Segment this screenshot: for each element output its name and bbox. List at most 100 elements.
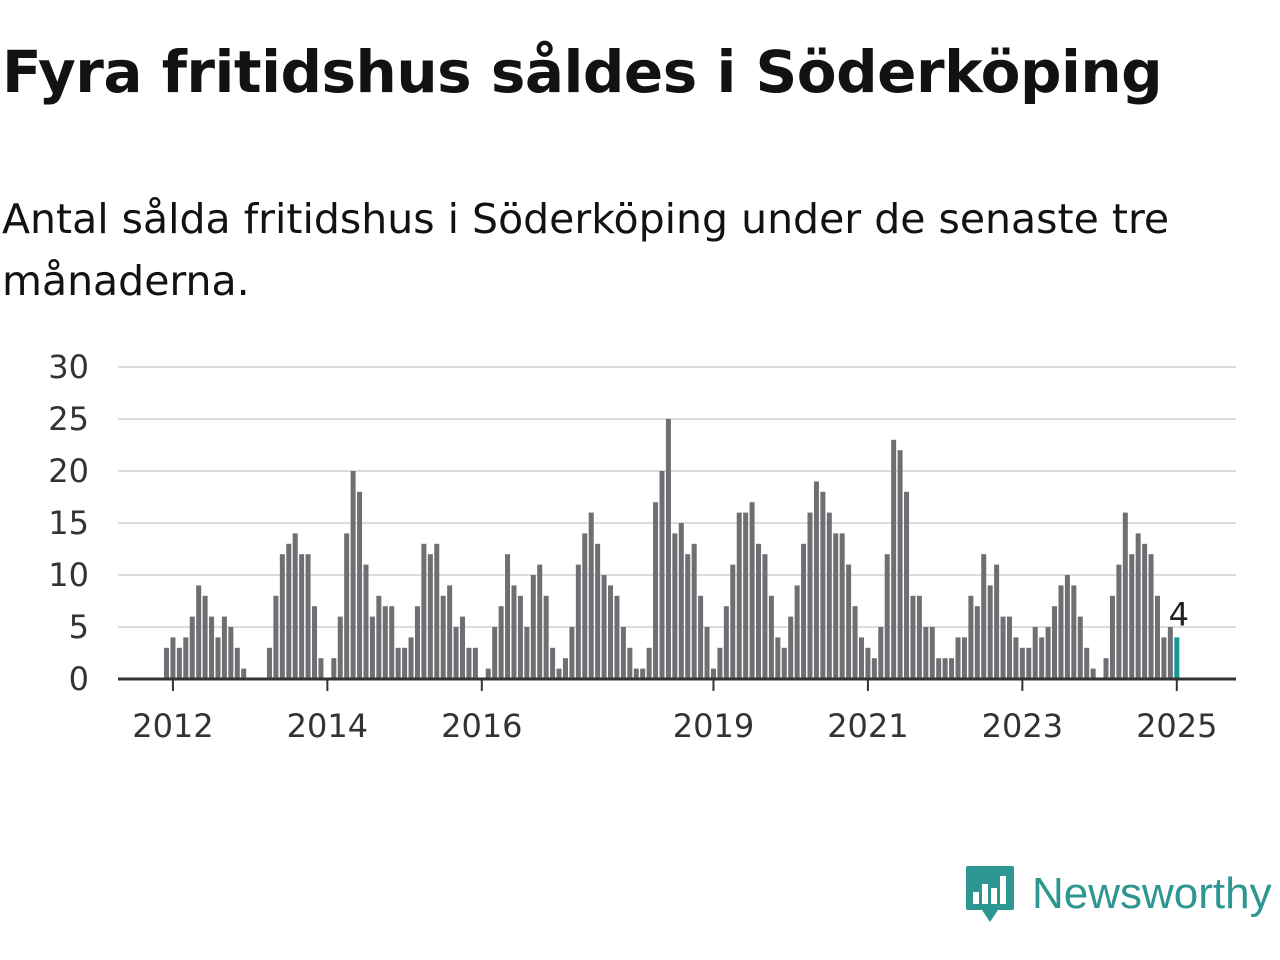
bar [234, 647, 240, 679]
y-tick-label: 25 [48, 400, 89, 438]
bar [910, 595, 916, 679]
bar [1064, 575, 1070, 679]
bar [556, 668, 562, 679]
bar [241, 668, 247, 679]
bar [743, 512, 749, 679]
bar [608, 585, 614, 679]
bar [434, 543, 440, 679]
bar [170, 637, 176, 679]
bar [350, 471, 356, 679]
newsworthy-logo-text: Newsworthy [1032, 869, 1272, 918]
bar [1129, 554, 1135, 679]
x-tick-label: 2019 [673, 707, 754, 745]
bar [1026, 647, 1032, 679]
bar [202, 595, 208, 679]
y-tick-label: 0 [69, 660, 89, 698]
bar [691, 543, 697, 679]
x-tick-label: 2016 [441, 707, 522, 745]
bar [794, 585, 800, 679]
bar [865, 647, 871, 679]
newsworthy-logo: Newsworthy [964, 864, 1272, 924]
bar [717, 647, 723, 679]
bar [389, 606, 395, 679]
bar [704, 627, 710, 679]
bar [833, 533, 839, 679]
bar [781, 647, 787, 679]
bar [530, 575, 536, 679]
bar [601, 575, 607, 679]
x-tick-label: 2023 [982, 707, 1063, 745]
y-tick-label: 15 [48, 504, 89, 542]
bar [517, 595, 523, 679]
bar [492, 627, 498, 679]
bar [949, 658, 955, 679]
bar [209, 616, 215, 679]
bar [176, 647, 182, 679]
bar [730, 564, 736, 679]
bar [723, 606, 729, 679]
bar [273, 595, 279, 679]
bar [286, 543, 292, 679]
newsworthy-logo-icon [966, 866, 1014, 922]
bar [1084, 647, 1090, 679]
x-tick-label: 2012 [132, 707, 213, 745]
bar [440, 595, 446, 679]
bar [807, 512, 813, 679]
bar [698, 595, 704, 679]
bar [363, 564, 369, 679]
bar [627, 647, 633, 679]
bar [801, 543, 807, 679]
bar [575, 564, 581, 679]
bar [826, 512, 832, 679]
bar [1000, 616, 1006, 679]
bar [640, 668, 646, 679]
bar [498, 606, 504, 679]
bar [1071, 585, 1077, 679]
bar [916, 595, 922, 679]
bar [1161, 637, 1167, 679]
bar [595, 543, 601, 679]
x-tick-label: 2021 [827, 707, 908, 745]
bar [936, 658, 942, 679]
x-tick-label: 2014 [287, 707, 368, 745]
bar [331, 658, 337, 679]
data-label: 4 [1169, 595, 1189, 633]
bar [228, 627, 234, 679]
bar [279, 554, 285, 679]
bar [685, 554, 691, 679]
bar [292, 533, 298, 679]
bar [1013, 637, 1019, 679]
y-tick-label: 30 [48, 348, 89, 386]
bar [633, 668, 639, 679]
chart-title: Fyra fritidshus såldes i Söderköping [2, 38, 1163, 106]
bar [299, 554, 305, 679]
bar [318, 658, 324, 679]
bar [460, 616, 466, 679]
bar [923, 627, 929, 679]
bar [1135, 533, 1141, 679]
bar [1103, 658, 1109, 679]
bar [447, 585, 453, 679]
bar [653, 502, 659, 679]
bar [884, 554, 890, 679]
bar [904, 491, 910, 679]
bar [505, 554, 511, 679]
bar [620, 627, 626, 679]
bar [871, 658, 877, 679]
bar [1167, 627, 1173, 679]
bar [472, 647, 478, 679]
bar [562, 658, 568, 679]
bar [942, 658, 948, 679]
bar [485, 668, 491, 679]
bar [929, 627, 935, 679]
bar [846, 564, 852, 679]
bar [839, 533, 845, 679]
bar [569, 627, 575, 679]
bar [524, 627, 530, 679]
bar [189, 616, 195, 679]
y-tick-label: 20 [48, 452, 89, 490]
bar [762, 554, 768, 679]
bar [588, 512, 594, 679]
bar [453, 627, 459, 679]
bar [421, 543, 427, 679]
